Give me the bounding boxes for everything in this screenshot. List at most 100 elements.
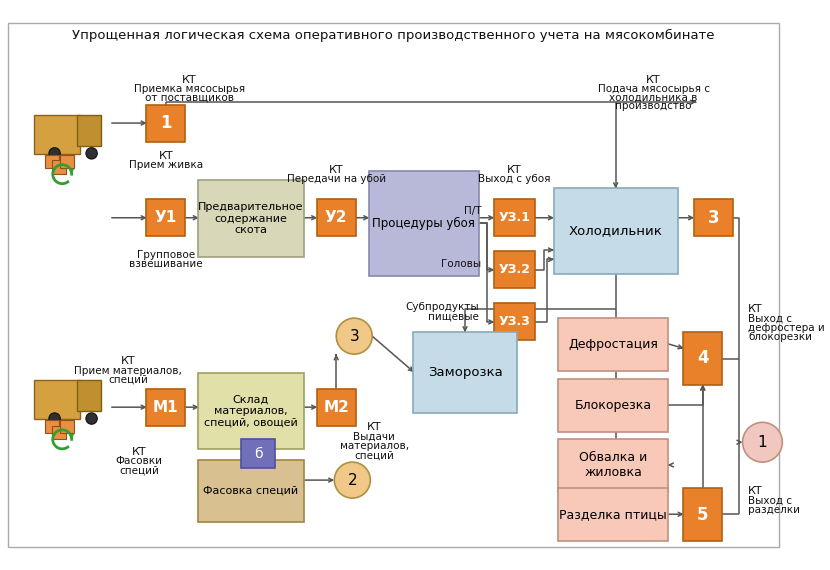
Text: Упрощенная логическая схема оперативного производственного учета на мясокомбинат: Упрощенная логическая схема оперативного… [72,30,715,42]
Text: Разделка птицы: Разделка птицы [559,508,667,521]
Circle shape [86,413,97,424]
Text: специй: специй [108,375,148,385]
FancyBboxPatch shape [683,488,722,541]
Text: Предварительное
содержание
скота: Предварительное содержание скота [198,202,304,235]
FancyBboxPatch shape [52,160,66,174]
FancyBboxPatch shape [694,200,733,236]
Text: УЗ.2: УЗ.2 [498,263,530,276]
Text: пищевые: пищевые [428,311,479,321]
Text: 4: 4 [697,349,709,368]
FancyBboxPatch shape [52,426,66,439]
Text: специй: специй [354,451,394,461]
Text: Фасовка специй: Фасовка специй [203,486,299,496]
Text: Выдачи: Выдачи [354,432,395,442]
FancyBboxPatch shape [77,115,101,146]
Text: 2: 2 [348,473,357,487]
FancyBboxPatch shape [559,488,668,541]
FancyBboxPatch shape [413,332,516,413]
Text: Прием живка: Прием живка [129,160,203,170]
Text: 1: 1 [758,435,767,450]
FancyBboxPatch shape [559,439,668,492]
Text: Процедуры убоя: Процедуры убоя [373,217,476,230]
Text: Холодильник: Холодильник [569,225,662,238]
Text: УЗ.1: УЗ.1 [498,211,530,224]
Text: взвешивание: взвешивание [129,259,203,270]
Text: КТ: КТ [748,304,763,314]
FancyBboxPatch shape [60,155,74,168]
Circle shape [743,422,783,462]
FancyBboxPatch shape [198,373,304,449]
FancyBboxPatch shape [494,303,535,340]
Text: производство: производство [615,101,691,111]
Text: Субпродукты: Субпродукты [406,302,479,312]
Circle shape [334,462,370,498]
Text: Блокорезка: Блокорезка [574,399,652,412]
Text: материалов,: материалов, [339,441,408,451]
Text: Выход с убоя: Выход с убоя [478,174,550,184]
Text: 5: 5 [697,506,709,524]
Text: Выход с: Выход с [748,314,793,323]
FancyBboxPatch shape [45,420,59,433]
Text: Прием материалов,: Прием материалов, [74,365,182,376]
Text: КТ: КТ [182,75,197,85]
Text: У2: У2 [325,210,348,225]
Text: Дефростация: Дефростация [569,337,658,351]
Circle shape [86,148,97,159]
FancyBboxPatch shape [34,380,80,420]
FancyBboxPatch shape [683,332,722,385]
FancyBboxPatch shape [554,188,677,274]
Text: 3: 3 [707,209,719,227]
FancyBboxPatch shape [559,317,668,370]
Text: УЗ.3: УЗ.3 [498,315,530,328]
Text: КТ: КТ [748,486,763,496]
Text: блокорезки: блокорезки [748,332,813,343]
Text: Фасовки: Фасовки [115,457,163,466]
FancyBboxPatch shape [317,200,355,236]
Text: Подача мясосырья с: Подача мясосырья с [598,84,710,94]
Text: КТ: КТ [120,356,135,366]
Text: Головы: Головы [441,259,481,269]
Text: П/Т: П/Т [464,206,481,216]
Text: б: б [254,446,262,461]
Text: КТ: КТ [507,165,521,175]
Text: холодильника в: холодильника в [609,93,698,103]
Circle shape [336,318,372,354]
FancyBboxPatch shape [494,251,535,288]
FancyBboxPatch shape [369,171,479,276]
Text: разделки: разделки [748,505,800,515]
Text: КТ: КТ [367,422,382,432]
FancyBboxPatch shape [45,155,59,168]
Text: КТ: КТ [132,447,147,457]
Text: Групповое: Групповое [137,250,195,260]
Text: Выход с: Выход с [748,495,793,505]
FancyBboxPatch shape [34,115,80,154]
Circle shape [49,148,61,159]
Text: М1: М1 [153,400,178,415]
Text: Обвалка и
жиловка: Обвалка и жиловка [579,451,647,479]
Text: Заморозка: Заморозка [427,366,502,379]
FancyBboxPatch shape [146,389,185,426]
FancyBboxPatch shape [241,439,275,469]
Text: М2: М2 [324,400,349,415]
Circle shape [49,413,61,424]
FancyBboxPatch shape [317,389,355,426]
Text: от поставщиков: от поставщиков [145,93,234,103]
Text: КТ: КТ [159,150,173,161]
Text: Приемка мясосырья: Приемка мясосырья [134,84,245,94]
FancyBboxPatch shape [146,104,185,141]
FancyBboxPatch shape [60,420,74,433]
FancyBboxPatch shape [198,460,304,522]
FancyBboxPatch shape [198,180,304,257]
Text: Склад
материалов,
специй, овощей: Склад материалов, специй, овощей [204,394,298,428]
Text: У1: У1 [154,210,177,225]
FancyBboxPatch shape [77,380,101,411]
Text: Передачи на убой: Передачи на убой [286,174,386,184]
Text: специй: специй [120,466,159,476]
Text: КТ: КТ [647,75,661,85]
Text: 3: 3 [349,329,359,344]
FancyBboxPatch shape [146,200,185,236]
Text: КТ: КТ [329,165,344,175]
Text: дефростера и: дефростера и [748,323,825,333]
FancyBboxPatch shape [559,379,668,432]
Text: 1: 1 [160,114,172,132]
